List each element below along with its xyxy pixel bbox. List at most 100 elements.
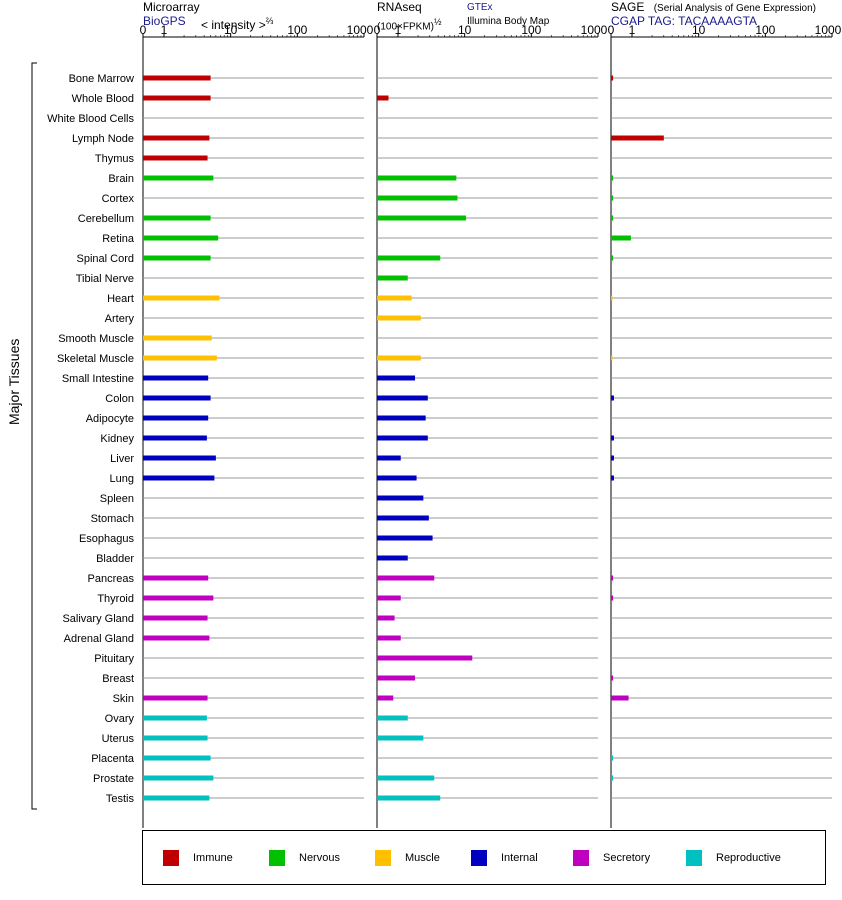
category-label: Spinal Cord [77, 253, 134, 265]
tick-label: 1 [395, 23, 402, 37]
bar-rnaseq [377, 775, 435, 781]
bar-rnaseq [377, 215, 467, 221]
tick-label: 10 [458, 23, 472, 37]
bar-microarray [143, 415, 209, 421]
bar-rnaseq [377, 535, 433, 541]
bar-rnaseq [377, 455, 401, 461]
bar-microarray [143, 775, 214, 781]
category-label: Testis [106, 793, 135, 805]
tick-label: 1000 [347, 23, 374, 37]
bar-microarray [143, 235, 219, 241]
fpkm-label: (100×FPKM)½ [377, 15, 441, 34]
bar-sage [611, 295, 613, 301]
bar-sage [611, 455, 614, 461]
bar-microarray [143, 455, 216, 461]
rnaseq-title: RNAseq [377, 0, 422, 14]
tick-label: 10 [224, 23, 238, 37]
bar-sage [611, 255, 614, 261]
category-label: Salivary Gland [62, 613, 134, 625]
bar-microarray [143, 295, 220, 301]
bar-microarray [143, 395, 211, 401]
category-label: Adrenal Gland [64, 633, 134, 645]
category-label: Prostate [93, 773, 134, 785]
bar-sage [611, 435, 614, 441]
category-label: Uterus [102, 733, 135, 745]
bar-microarray [143, 635, 210, 641]
category-label: Thyroid [97, 593, 134, 605]
category-label: Smooth Muscle [58, 333, 134, 345]
fpkm-text: (100×FPKM) [377, 21, 434, 33]
bar-rnaseq [377, 515, 429, 521]
bar-rnaseq [377, 435, 428, 441]
category-label: Thymus [95, 153, 135, 165]
legend-item-nervous: Nervous [269, 850, 340, 866]
category-label: Tibial Nerve [76, 273, 134, 285]
bar-microarray [143, 355, 217, 361]
legend-item-muscle: Muscle [375, 850, 440, 866]
bar-microarray [143, 435, 207, 441]
bar-microarray [143, 335, 212, 341]
bar-rnaseq [377, 675, 416, 681]
bar-sage [611, 195, 614, 201]
legend-swatch [573, 850, 589, 866]
tick-label: 1000 [815, 23, 842, 37]
gtex-label: GTEx [467, 2, 493, 13]
category-label: Skeletal Muscle [57, 353, 134, 365]
bar-sage [611, 175, 614, 181]
bar-sage [611, 695, 629, 701]
bar-rnaseq [377, 715, 408, 721]
tissue-bracket [31, 62, 37, 810]
tick-label: 1 [629, 23, 636, 37]
bar-rnaseq [377, 255, 441, 261]
legend-item-secretory: Secretory [573, 850, 650, 866]
bar-rnaseq [377, 495, 424, 501]
category-label: Heart [107, 293, 134, 305]
legend-swatch [375, 850, 391, 866]
tick-label: 0 [608, 23, 615, 37]
category-label: Spleen [100, 493, 134, 505]
legend-swatch [471, 850, 487, 866]
tick-label: 1000 [581, 23, 608, 37]
bar-sage [611, 755, 614, 761]
bar-sage [611, 235, 631, 241]
bar-rnaseq [377, 415, 426, 421]
tick-label: 1 [161, 23, 168, 37]
category-label: Liver [110, 453, 134, 465]
bar-rnaseq [377, 375, 416, 381]
bar-microarray [143, 715, 207, 721]
category-label: Brain [108, 173, 134, 185]
bar-rnaseq [377, 315, 421, 321]
bar-microarray [143, 575, 209, 581]
category-label: Lung [110, 473, 134, 485]
legend-label: Reproductive [716, 852, 781, 864]
bar-microarray [143, 695, 208, 701]
expression-chart: Bone Marrow Whole Blood White Blood Cells L… [31, 23, 842, 828]
bar-microarray [143, 135, 210, 141]
tick-label: 100 [755, 23, 775, 37]
bar-rnaseq [377, 475, 417, 481]
category-label: Skin [113, 693, 134, 705]
bar-rnaseq [377, 195, 458, 201]
bar-sage [611, 575, 614, 581]
category-label: Placenta [91, 753, 135, 765]
category-label: Retina [102, 233, 135, 245]
bar-microarray [143, 215, 211, 221]
cgap-tag-label: CGAP TAG: TACAAAAGTA [611, 14, 758, 28]
category-label: Esophagus [79, 533, 135, 545]
bar-sage [611, 355, 613, 361]
bar-rnaseq [377, 95, 389, 101]
category-label: Kidney [100, 433, 134, 445]
bar-rnaseq [377, 395, 428, 401]
tick-label: 10 [692, 23, 706, 37]
category-label: Whole Blood [72, 93, 134, 105]
bar-microarray [143, 375, 209, 381]
intensity-text: < intensity > [201, 18, 266, 32]
tick-label: 0 [374, 23, 381, 37]
bar-microarray [143, 175, 214, 181]
intensity-exponent: ⅔ [265, 16, 274, 26]
category-label: Cerebellum [78, 213, 134, 225]
legend-swatch [686, 850, 702, 866]
bar-microarray [143, 95, 211, 101]
legend-label: Nervous [299, 852, 340, 864]
category-label: Ovary [105, 713, 135, 725]
